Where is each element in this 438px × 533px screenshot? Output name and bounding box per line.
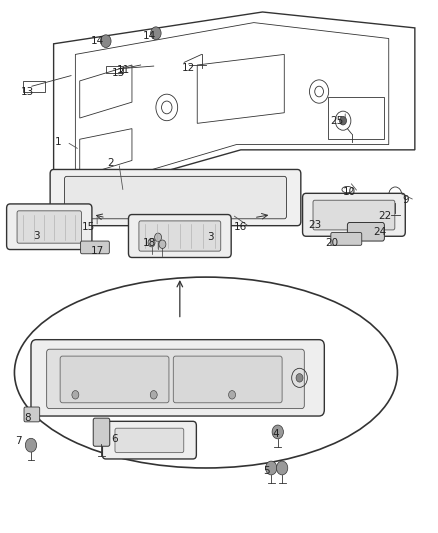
FancyBboxPatch shape xyxy=(331,232,362,245)
Text: 6: 6 xyxy=(111,434,118,444)
Text: 12: 12 xyxy=(182,63,195,72)
Text: 11: 11 xyxy=(117,66,130,75)
Text: 14: 14 xyxy=(91,36,104,46)
Circle shape xyxy=(101,35,111,47)
Text: 16: 16 xyxy=(234,222,247,232)
FancyBboxPatch shape xyxy=(50,169,301,225)
FancyBboxPatch shape xyxy=(303,193,405,236)
Circle shape xyxy=(150,391,157,399)
Text: 3: 3 xyxy=(207,232,214,243)
Text: 13: 13 xyxy=(112,68,126,78)
Circle shape xyxy=(155,233,162,241)
Text: 7: 7 xyxy=(15,437,22,447)
Circle shape xyxy=(265,461,277,475)
Text: 8: 8 xyxy=(24,413,31,423)
FancyBboxPatch shape xyxy=(81,241,110,254)
FancyBboxPatch shape xyxy=(31,340,324,416)
FancyBboxPatch shape xyxy=(313,200,395,230)
Text: 5: 5 xyxy=(264,466,270,475)
Circle shape xyxy=(276,461,288,475)
Text: 15: 15 xyxy=(82,222,95,232)
FancyBboxPatch shape xyxy=(102,421,196,459)
Text: 1: 1 xyxy=(55,137,61,147)
FancyBboxPatch shape xyxy=(47,349,304,409)
Text: 20: 20 xyxy=(325,238,339,248)
Text: 4: 4 xyxy=(272,429,279,439)
FancyBboxPatch shape xyxy=(24,407,40,422)
Text: 2: 2 xyxy=(107,158,113,168)
FancyBboxPatch shape xyxy=(7,204,92,249)
Text: 24: 24 xyxy=(374,227,387,237)
Text: 9: 9 xyxy=(403,195,410,205)
FancyBboxPatch shape xyxy=(64,176,286,219)
Text: 13: 13 xyxy=(21,86,34,96)
Circle shape xyxy=(151,27,161,39)
FancyBboxPatch shape xyxy=(128,215,231,257)
Text: 18: 18 xyxy=(143,238,156,248)
FancyBboxPatch shape xyxy=(93,418,110,446)
Text: 3: 3 xyxy=(33,231,39,241)
FancyBboxPatch shape xyxy=(115,428,184,453)
Circle shape xyxy=(148,238,155,247)
Text: 25: 25 xyxy=(330,116,343,126)
Circle shape xyxy=(72,391,79,399)
FancyBboxPatch shape xyxy=(17,211,81,243)
Circle shape xyxy=(229,391,236,399)
Circle shape xyxy=(339,116,346,125)
Circle shape xyxy=(272,425,283,439)
FancyBboxPatch shape xyxy=(347,222,385,241)
FancyBboxPatch shape xyxy=(173,356,282,403)
Circle shape xyxy=(296,374,303,382)
Text: 22: 22 xyxy=(378,211,391,221)
Circle shape xyxy=(159,240,166,248)
Text: 10: 10 xyxy=(343,187,356,197)
Text: 17: 17 xyxy=(91,246,104,256)
FancyBboxPatch shape xyxy=(139,221,221,251)
Text: 23: 23 xyxy=(308,220,321,230)
Circle shape xyxy=(25,438,37,452)
FancyBboxPatch shape xyxy=(60,356,169,403)
Text: 14: 14 xyxy=(143,31,156,41)
